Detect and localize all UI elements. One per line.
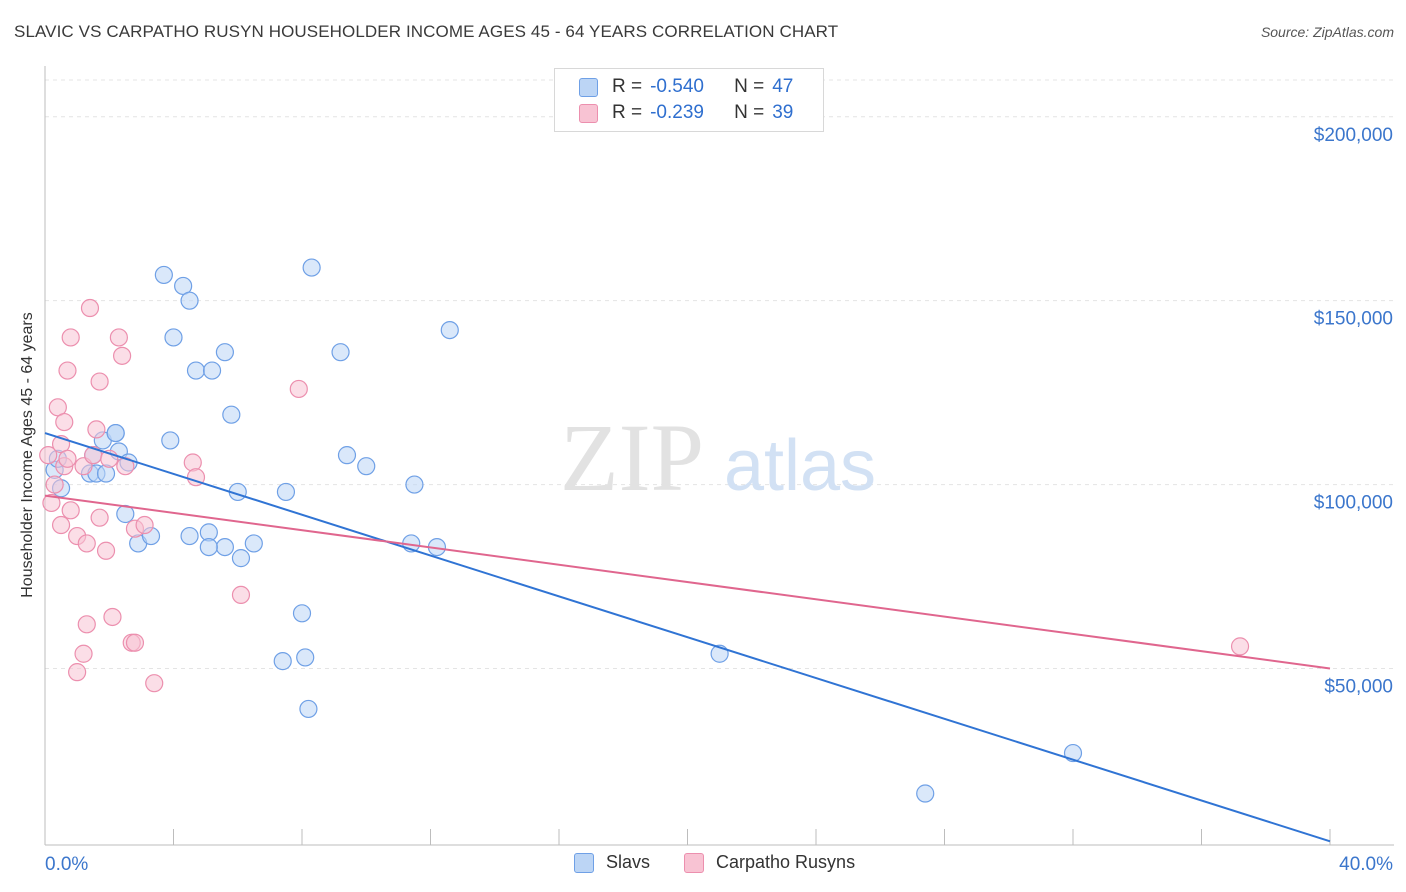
- data-point: [58, 361, 77, 380]
- data-point: [164, 328, 183, 347]
- data-point: [180, 526, 199, 546]
- data-point: [58, 449, 77, 468]
- y-tick-label: $150,000: [1314, 309, 1393, 330]
- data-point: [68, 663, 87, 682]
- data-point: [96, 464, 116, 483]
- legend-item-slavs[interactable]: Slavs: [574, 852, 650, 873]
- data-point: [51, 515, 71, 535]
- data-point: [154, 265, 173, 285]
- correlation-legend: R = -0.540 N = 47 R = -0.239 N = 39: [554, 68, 824, 132]
- data-point: [337, 446, 357, 465]
- data-point: [292, 604, 312, 623]
- data-point: [273, 652, 292, 671]
- data-point: [61, 501, 80, 520]
- legend-item-carpatho-rusyns[interactable]: Carpatho Rusyns: [684, 852, 855, 873]
- data-point: [202, 361, 222, 380]
- data-point: [180, 291, 199, 310]
- chart-title: SLAVIC VS CARPATHO RUSYN HOUSEHOLDER INC…: [14, 22, 839, 41]
- legend-label-slavs: Slavs: [606, 852, 651, 872]
- y-tick-label: $50,000: [1324, 676, 1393, 697]
- legend-row-carpatho-rusyns: R = -0.239 N = 39: [579, 101, 793, 125]
- slavs-swatch: [579, 77, 598, 97]
- legend-label-carpatho-rusyns: Carpatho Rusyns: [716, 852, 856, 872]
- data-point: [112, 346, 132, 365]
- series-carpatho-rusyns: [39, 298, 1250, 693]
- n-value: 47: [772, 76, 794, 97]
- y-tick-label: $100,000: [1314, 493, 1393, 514]
- n-label: N =: [734, 102, 765, 123]
- data-point: [331, 343, 350, 362]
- data-point: [215, 343, 234, 362]
- carpatho-rusyns-swatch: [579, 103, 598, 123]
- data-point: [231, 549, 251, 568]
- slavs-swatch: [574, 852, 594, 873]
- r-value: -0.239: [650, 102, 704, 123]
- n-label: N =: [734, 76, 765, 97]
- r-label: R =: [612, 76, 643, 97]
- data-point: [90, 508, 109, 527]
- watermark-atlas: atlas: [724, 426, 876, 506]
- data-point: [74, 644, 93, 663]
- data-point: [244, 534, 263, 553]
- watermark-zip: ZIP: [560, 404, 704, 511]
- carpatho-rusyns-swatch: [684, 852, 704, 873]
- data-point: [161, 431, 180, 450]
- data-point: [440, 320, 459, 340]
- data-point: [916, 784, 935, 803]
- data-point: [61, 328, 80, 347]
- data-point: [96, 541, 116, 560]
- data-point: [77, 534, 96, 553]
- legend-row-slavs: R = -0.540 N = 47: [579, 75, 793, 99]
- n-value: 39: [772, 102, 794, 123]
- data-point: [55, 412, 74, 432]
- series-slavs: [45, 258, 1083, 803]
- data-point: [135, 515, 154, 535]
- trend-line: [44, 432, 1331, 843]
- source-credit: Source: ZipAtlas.com: [1260, 24, 1394, 40]
- trend-line: [44, 494, 1331, 670]
- data-point: [106, 423, 125, 443]
- data-point: [199, 537, 218, 557]
- r-value: -0.540: [650, 76, 704, 97]
- data-point: [357, 457, 376, 476]
- data-point: [125, 633, 145, 652]
- data-point: [231, 585, 251, 605]
- data-point: [109, 328, 128, 347]
- data-point: [276, 482, 296, 502]
- x-tick-label: 0.0%: [45, 854, 88, 875]
- watermark: ZIP atlas: [560, 404, 876, 511]
- data-point: [77, 615, 96, 634]
- y-tick-label: $200,000: [1314, 125, 1393, 146]
- data-point: [39, 446, 58, 465]
- x-tick-label: 40.0%: [1339, 854, 1393, 875]
- data-point: [80, 298, 100, 318]
- data-point: [222, 405, 241, 424]
- data-point: [296, 648, 315, 667]
- data-point: [289, 379, 308, 399]
- data-point: [90, 372, 109, 391]
- data-point: [42, 493, 61, 513]
- r-label: R =: [612, 102, 643, 123]
- data-point: [186, 361, 206, 380]
- data-point: [302, 258, 321, 277]
- series-legend: Slavs Carpatho Rusyns: [0, 852, 1406, 876]
- data-point: [215, 537, 234, 557]
- data-point: [103, 607, 122, 627]
- data-point: [183, 453, 202, 472]
- data-point: [405, 475, 424, 494]
- data-point: [45, 475, 64, 494]
- data-point: [87, 420, 106, 439]
- data-point: [145, 674, 164, 693]
- data-point: [1230, 637, 1250, 656]
- data-point: [299, 699, 318, 719]
